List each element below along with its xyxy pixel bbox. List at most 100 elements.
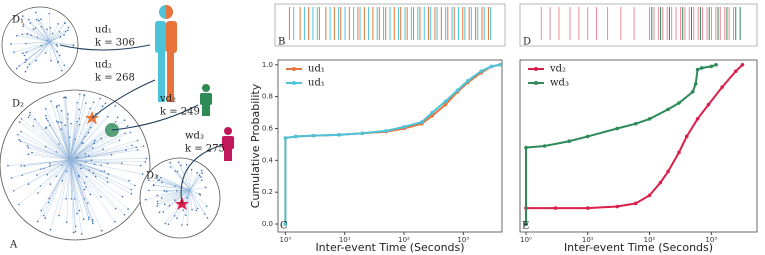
series-marker — [666, 169, 670, 174]
series-marker — [720, 85, 724, 89]
edge — [69, 140, 95, 161]
series-marker — [706, 102, 711, 107]
edge — [49, 31, 66, 43]
node — [203, 213, 206, 215]
edge — [157, 189, 191, 202]
edge — [16, 35, 51, 43]
edge — [49, 159, 71, 167]
node — [160, 197, 163, 199]
edge — [24, 159, 71, 167]
edge — [69, 159, 132, 190]
node — [10, 43, 12, 45]
node — [94, 175, 97, 178]
node — [167, 223, 170, 226]
edge — [69, 159, 84, 220]
node — [84, 153, 87, 155]
node — [91, 220, 94, 223]
node — [201, 172, 203, 174]
node — [104, 102, 107, 105]
series-marker — [466, 78, 470, 83]
series-marker — [402, 125, 406, 129]
node — [140, 164, 142, 167]
legend-label: wd₃ — [550, 78, 569, 89]
series-marker — [585, 134, 590, 139]
edge — [189, 189, 207, 207]
node — [35, 59, 37, 62]
edge — [28, 159, 71, 185]
x-tick-label: 10⁰ — [520, 236, 532, 244]
edge — [69, 149, 127, 161]
node — [56, 45, 59, 47]
node — [164, 222, 167, 225]
node — [37, 19, 40, 22]
degree-label: k = 306 — [95, 38, 135, 49]
edge — [49, 33, 53, 43]
node — [40, 44, 43, 47]
node — [89, 193, 92, 196]
node — [72, 44, 75, 47]
node — [123, 213, 126, 216]
edge — [65, 125, 71, 161]
node — [76, 156, 79, 159]
node — [27, 116, 30, 119]
node — [64, 30, 67, 33]
node — [67, 26, 70, 29]
node — [58, 104, 60, 107]
edge — [69, 132, 131, 161]
edge — [66, 159, 71, 223]
node — [60, 121, 63, 124]
edge — [69, 159, 102, 231]
node — [76, 101, 78, 104]
node — [102, 148, 104, 151]
edge — [69, 119, 95, 161]
series-marker — [430, 113, 435, 118]
edge — [69, 124, 80, 161]
y-tick-label: 0.2 — [262, 188, 273, 196]
node — [168, 205, 171, 207]
edge — [33, 125, 71, 161]
node — [158, 211, 161, 214]
node — [83, 94, 85, 96]
node — [27, 153, 30, 156]
edge — [69, 140, 138, 161]
arrow — [59, 44, 151, 51]
y-tick-label: 0.0 — [262, 220, 273, 228]
node — [36, 174, 38, 176]
node — [81, 233, 83, 235]
edge — [25, 41, 51, 72]
x-axis-label: Inter-event Time (Seconds) — [564, 241, 713, 254]
panel-label: A — [9, 240, 18, 251]
node — [176, 217, 178, 219]
edge — [36, 159, 71, 176]
edge — [49, 22, 66, 43]
node — [18, 121, 21, 123]
node — [55, 43, 58, 46]
node — [65, 170, 68, 173]
series-marker — [615, 204, 620, 209]
node — [147, 179, 150, 182]
edge — [69, 159, 146, 162]
node — [144, 160, 147, 163]
edge — [69, 159, 135, 186]
edge — [69, 159, 79, 176]
node — [106, 162, 109, 165]
series-marker — [524, 222, 528, 226]
node — [152, 184, 155, 187]
edge — [13, 159, 71, 191]
edge — [49, 41, 58, 47]
legend-marker — [292, 81, 296, 85]
node — [84, 102, 87, 104]
node — [23, 54, 26, 57]
edge — [13, 41, 51, 53]
node — [169, 166, 172, 168]
y-tick-label: 0.8 — [262, 93, 273, 101]
edge — [69, 113, 97, 161]
node — [45, 114, 47, 117]
edge — [160, 177, 191, 191]
series-marker — [634, 201, 638, 206]
series-marker — [360, 131, 365, 136]
edge — [45, 108, 71, 161]
series-marker — [677, 101, 681, 105]
edge — [69, 159, 88, 204]
